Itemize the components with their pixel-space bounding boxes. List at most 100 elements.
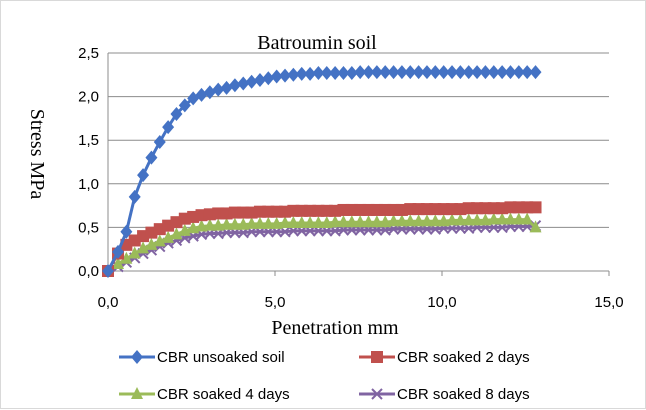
y-tick-label: 0,0	[78, 263, 99, 280]
data-point	[504, 201, 517, 214]
data-point	[102, 264, 114, 278]
data-point	[128, 246, 141, 259]
legend: CBR unsoaked soil CBR soaked 2 days CBR so…	[119, 349, 530, 403]
data-point	[304, 216, 317, 229]
data-point	[462, 213, 475, 226]
data-point	[429, 65, 442, 80]
y-tick-label: 1,0	[78, 176, 99, 193]
data-point	[262, 71, 275, 86]
data-point	[137, 241, 150, 254]
data-point	[504, 212, 517, 225]
series-cbr-soaked-2-days	[102, 201, 542, 277]
data-point	[487, 212, 500, 225]
data-point	[345, 66, 358, 81]
data-point	[395, 214, 408, 227]
data-point	[454, 213, 467, 226]
x-tick-label: 10,0	[427, 294, 456, 311]
data-point	[153, 234, 166, 247]
data-point	[320, 216, 333, 229]
data-point	[379, 65, 392, 80]
data-point	[279, 68, 292, 83]
data-point	[137, 168, 150, 183]
data-point	[521, 212, 534, 225]
data-point	[362, 65, 375, 80]
legend-label: CBR unsoaked soil	[157, 349, 285, 366]
y-tick-label: 0,5	[78, 219, 99, 236]
data-point	[312, 216, 325, 229]
data-point	[212, 218, 225, 231]
legend-item-cbr-unsoaked-soil: CBR unsoaked soil	[119, 349, 285, 366]
y-axis-label: Stress MPa	[26, 109, 48, 200]
data-point	[387, 65, 400, 80]
x-axis-label: Penetration mm	[271, 317, 399, 339]
data-point	[279, 216, 292, 229]
data-point	[145, 150, 158, 165]
data-point	[145, 237, 158, 250]
data-point	[195, 219, 208, 232]
data-point	[253, 73, 266, 88]
data-point	[253, 216, 266, 229]
legend-item-cbr-soaked-4-days: CBR soaked 4 days	[119, 386, 290, 403]
tick-labels: 0,0 0,5 1,0 1,5 2,0 2,5 0,0 5,0 10,0 15,0	[78, 45, 623, 311]
data-point	[237, 217, 250, 230]
data-point	[387, 214, 400, 227]
series-cbr-unsoaked-soil	[102, 65, 542, 278]
data-point	[228, 217, 241, 230]
data-point	[437, 214, 450, 227]
data-point	[162, 230, 175, 243]
data-point	[529, 220, 542, 233]
x-tick-label: 5,0	[265, 294, 286, 311]
data-point	[228, 78, 241, 93]
data-point	[462, 65, 475, 80]
data-point	[471, 213, 484, 226]
data-point	[504, 65, 517, 80]
data-point	[496, 65, 509, 80]
legend-swatch-marker	[371, 351, 383, 363]
legend-item-cbr-soaked-8-days: CBR soaked 8 days	[359, 386, 530, 403]
data-point	[304, 66, 317, 81]
data-point	[512, 65, 525, 80]
data-point	[454, 65, 467, 80]
y-tick-label: 2,0	[78, 89, 99, 106]
data-point	[262, 216, 275, 229]
data-point	[153, 134, 166, 149]
data-point	[170, 107, 183, 122]
legend-label: CBR soaked 2 days	[397, 349, 530, 366]
gridlines	[108, 52, 609, 228]
y-tick-label: 1,5	[78, 132, 99, 149]
data-point	[245, 74, 258, 89]
data-point	[270, 216, 283, 229]
data-point	[446, 213, 459, 226]
series-cbr-soaked-4-days	[102, 212, 542, 276]
data-point	[237, 76, 250, 91]
data-point	[512, 212, 525, 225]
data-point	[112, 257, 125, 270]
data-point	[429, 214, 442, 227]
data-point	[195, 87, 208, 102]
data-point	[404, 214, 417, 227]
data-point	[529, 201, 542, 214]
data-point	[287, 216, 300, 229]
data-point	[120, 224, 133, 239]
legend-label: CBR soaked 4 days	[157, 386, 290, 403]
data-point	[220, 217, 233, 230]
legend-swatch-marker	[131, 350, 143, 364]
data-point	[170, 227, 183, 240]
data-point	[496, 212, 509, 225]
data-point	[420, 65, 433, 80]
data-point	[178, 98, 191, 113]
data-point	[245, 216, 258, 229]
legend-swatch-marker	[131, 387, 143, 399]
x-tick-label: 15,0	[594, 294, 623, 311]
data-point	[203, 85, 216, 100]
data-point	[446, 65, 459, 80]
data-point	[370, 215, 383, 228]
data-point	[354, 65, 367, 80]
legend-swatch-marker	[371, 388, 383, 400]
data-point	[404, 65, 417, 80]
data-point	[270, 69, 283, 84]
data-point	[162, 120, 175, 135]
data-point	[203, 218, 216, 231]
